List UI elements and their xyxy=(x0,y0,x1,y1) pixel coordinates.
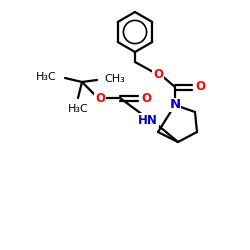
Text: CH₃: CH₃ xyxy=(104,74,125,84)
Text: H₃C: H₃C xyxy=(36,72,57,82)
Text: O: O xyxy=(195,80,205,94)
Text: H₃C: H₃C xyxy=(68,104,88,114)
Text: HN: HN xyxy=(138,114,158,126)
Text: N: N xyxy=(170,98,180,112)
Text: O: O xyxy=(141,92,151,104)
Text: O: O xyxy=(95,92,105,104)
Text: O: O xyxy=(153,68,163,80)
